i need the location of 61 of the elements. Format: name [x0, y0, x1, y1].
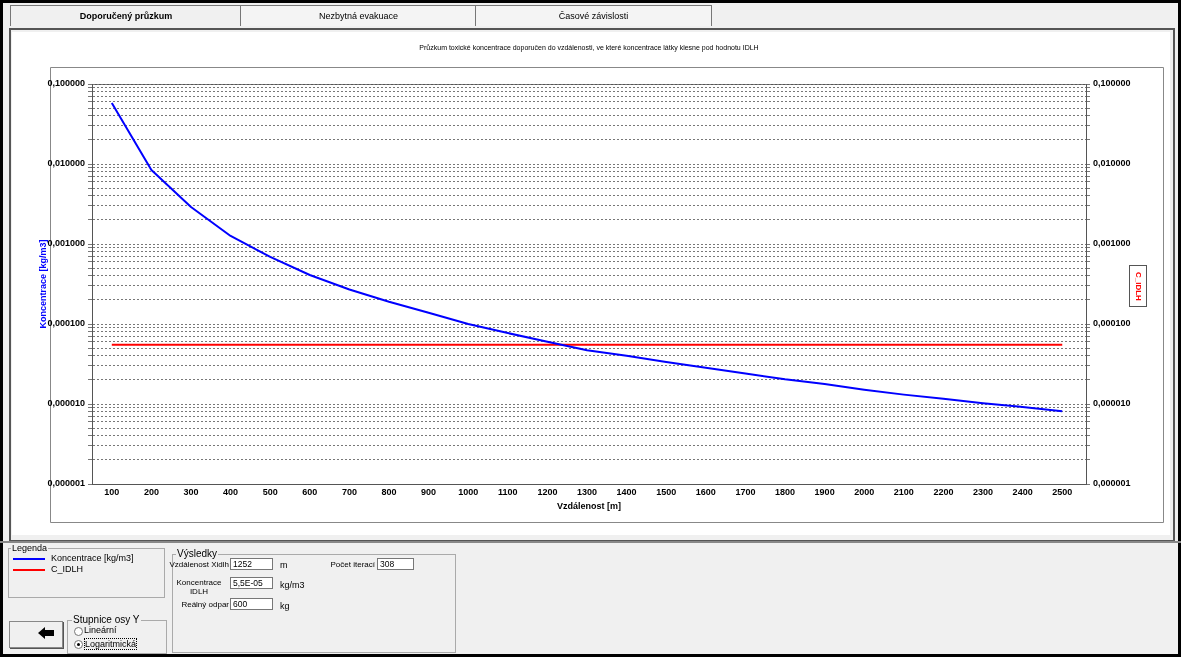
text: Doporučený průzkum — [10, 5, 242, 26]
x-tick-label: 2000 — [854, 486, 875, 497]
x-tick-label: 500 — [262, 486, 278, 497]
text: 600 — [230, 598, 273, 610]
text: 0,000010 — [47, 398, 85, 409]
x-tick-label: 600 — [302, 486, 318, 497]
x-tick-label: 1300 — [577, 486, 598, 497]
x-tick-label: 400 — [223, 486, 239, 497]
y-tick-label: 0,000010 — [1093, 398, 1131, 409]
text: 0,000001 — [47, 478, 85, 489]
text: 0,100000 — [47, 78, 85, 89]
text: C_IDLH — [1129, 265, 1147, 307]
text: Počet iterací — [330, 560, 375, 569]
x-tick-label: 1900 — [814, 486, 835, 497]
text: Lineární — [84, 625, 117, 635]
x-tick-label: 2500 — [1052, 486, 1073, 497]
x-tick-label: 1400 — [616, 486, 637, 497]
x-tick-label: 1500 — [656, 486, 677, 497]
y-tick-label: 0,000001 — [1093, 478, 1131, 489]
x-tick-label: 2200 — [933, 486, 954, 497]
x-tick-label: 100 — [104, 486, 120, 497]
x-tick-label: 1600 — [695, 486, 716, 497]
text: Stupnice osy Y — [72, 614, 141, 625]
text: 1252 — [230, 558, 273, 570]
x-tick-label: 700 — [341, 486, 357, 497]
text: kg — [280, 601, 290, 611]
x-tick-label: 900 — [421, 486, 437, 497]
x-tick-label: 2300 — [973, 486, 994, 497]
x-tick-label: 200 — [143, 486, 159, 497]
text: 0,010000 — [47, 158, 85, 169]
x-tick-label: 1000 — [458, 486, 479, 497]
x-axis-title: Vzdálenost [m] — [556, 501, 622, 512]
legend-title: Legenda — [11, 543, 49, 553]
legend-label: Koncentrace [kg/m3] — [51, 553, 134, 563]
x-tick-label: 2400 — [1012, 486, 1033, 497]
text: m — [280, 560, 288, 570]
text: 5,5E-05 — [230, 577, 273, 589]
text: Logaritmická — [84, 638, 138, 650]
y-tick-label: 0,000100 — [1093, 318, 1131, 329]
y-tick-label: 0,010000 — [1093, 158, 1131, 169]
y-axis-title: Koncentrace [kg/m3] — [37, 239, 48, 329]
x-tick-label: 300 — [183, 486, 199, 497]
x-tick-label: 2100 — [893, 486, 914, 497]
text: Reálný odpar — [181, 600, 229, 609]
text: Vzdálenost Xidlh — [169, 560, 229, 569]
x-tick-label: 1200 — [537, 486, 558, 497]
text: kg/m3 — [280, 580, 305, 590]
y-tick-label: 0,001000 — [1093, 238, 1131, 249]
x-tick-label: 800 — [381, 486, 397, 497]
text: 308 — [377, 558, 414, 570]
x-tick-label: 1700 — [735, 486, 756, 497]
text: 0,000100 — [47, 318, 85, 329]
y-tick-label: 0,100000 — [1093, 78, 1131, 89]
x-tick-label: 1100 — [498, 486, 518, 497]
x-tick-label: 1800 — [775, 486, 796, 497]
text: Časové závislosti — [475, 5, 712, 26]
text: Koncentrace IDLH — [175, 578, 223, 596]
legend-label: C_IDLH — [51, 564, 84, 574]
text: 0,001000 — [47, 238, 85, 249]
text: Nezbytná evakuace — [240, 5, 477, 26]
text: Výsledky — [176, 548, 219, 559]
